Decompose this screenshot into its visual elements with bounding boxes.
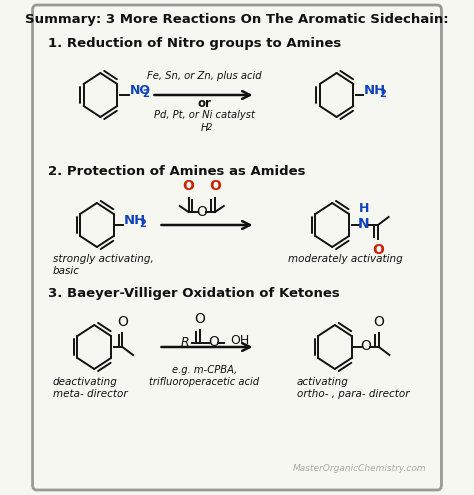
Text: moderately activating: moderately activating — [288, 254, 403, 264]
Text: O: O — [372, 243, 384, 257]
FancyBboxPatch shape — [33, 5, 441, 490]
Text: NO: NO — [129, 85, 150, 98]
Text: 1. Reduction of Nitro groups to Amines: 1. Reduction of Nitro groups to Amines — [47, 37, 341, 50]
Text: Pd, Pt, or Ni catalyst: Pd, Pt, or Ni catalyst — [154, 110, 255, 120]
Text: MasterOrganicChemistry.com: MasterOrganicChemistry.com — [293, 464, 427, 473]
Text: Summary: 3 More Reactions On The Aromatic Sidechain:: Summary: 3 More Reactions On The Aromati… — [25, 13, 449, 26]
Text: R: R — [181, 337, 189, 349]
Text: or: or — [198, 97, 211, 110]
Text: activating: activating — [297, 377, 349, 387]
Text: O: O — [374, 315, 384, 329]
Text: 2: 2 — [207, 123, 212, 132]
Text: deactivating: deactivating — [53, 377, 118, 387]
Text: OH: OH — [230, 334, 249, 346]
Text: O: O — [196, 205, 207, 219]
Text: O: O — [209, 179, 221, 193]
Text: O: O — [194, 312, 205, 326]
Text: NH: NH — [364, 85, 386, 98]
Text: e.g. m-CPBA,: e.g. m-CPBA, — [172, 365, 237, 375]
Text: meta- director: meta- director — [53, 389, 128, 399]
Text: basic: basic — [53, 266, 80, 276]
Text: 2. Protection of Amines as Amides: 2. Protection of Amines as Amides — [47, 165, 305, 178]
Text: Fe, Sn, or Zn, plus acid: Fe, Sn, or Zn, plus acid — [147, 71, 262, 81]
Text: 2: 2 — [142, 89, 148, 99]
Text: NH: NH — [124, 214, 146, 228]
Text: 2: 2 — [379, 89, 386, 99]
Text: trifluoroperacetic acid: trifluoroperacetic acid — [149, 377, 259, 387]
Text: 3. Baeyer-Villiger Oxidation of Ketones: 3. Baeyer-Villiger Oxidation of Ketones — [47, 287, 339, 300]
Text: H: H — [359, 202, 369, 215]
Text: ortho- , para- director: ortho- , para- director — [297, 389, 410, 399]
Text: N: N — [358, 217, 370, 231]
Text: O: O — [360, 339, 371, 353]
Text: O: O — [208, 335, 219, 349]
Text: O: O — [117, 315, 128, 329]
Text: strongly activating,: strongly activating, — [53, 254, 154, 264]
Text: O: O — [182, 179, 194, 193]
Text: H: H — [201, 123, 209, 133]
Text: 2: 2 — [139, 219, 146, 229]
